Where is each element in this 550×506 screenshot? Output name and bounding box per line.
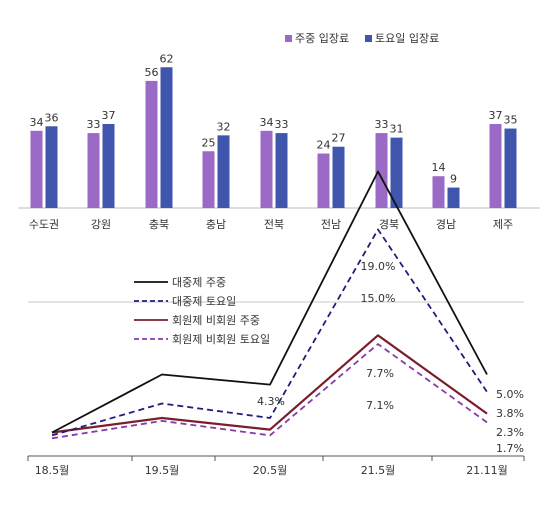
line-data-label: 4.3% <box>257 395 285 408</box>
legend-swatch-saturday <box>365 35 372 42</box>
bar-value-label: 25 <box>202 136 216 149</box>
bar-category-label: 전남 <box>321 218 341 231</box>
bar-weekday-8 <box>489 124 502 208</box>
line-series-3 <box>51 343 488 440</box>
bar-category-label: 충북 <box>149 218 169 231</box>
bar-weekday-1 <box>87 133 100 208</box>
bar-value-label: 56 <box>145 66 159 79</box>
bar-legend: 주중 입장료 토요일 입장료 <box>285 31 439 45</box>
legend-label-3: 회원제 비회원 토요일 <box>172 332 270 346</box>
bar-value-label: 33 <box>375 118 389 131</box>
bar-saturday-5 <box>332 146 345 208</box>
legend-label-saturday: 토요일 입장료 <box>375 31 439 45</box>
line-series-1 <box>51 228 488 437</box>
bar-value-label: 32 <box>217 120 231 133</box>
bar-saturday-8 <box>504 128 517 208</box>
line-series-2 <box>51 334 488 434</box>
line-x-label: 18.5월 <box>35 464 70 477</box>
bar-weekday-7 <box>432 176 445 208</box>
bar-saturday-6 <box>390 137 403 208</box>
bar-saturday-4 <box>275 133 288 208</box>
line-data-label: 5.0% <box>496 388 524 401</box>
bar-value-label: 27 <box>332 132 346 145</box>
bar-value-label: 24 <box>317 139 331 152</box>
bar-saturday-3 <box>217 135 230 208</box>
legend-swatch-weekday <box>285 35 292 42</box>
bar-weekday-3 <box>202 151 215 208</box>
legend-label-weekday: 주중 입장료 <box>295 32 349 45</box>
line-x-label: 21.11월 <box>466 464 508 477</box>
line-data-label: 3.8% <box>496 407 524 420</box>
bar-value-label: 37 <box>102 109 116 122</box>
bar-value-label: 34 <box>30 116 44 129</box>
bar-category-label: 경남 <box>436 218 456 231</box>
bar-value-label: 9 <box>450 173 457 186</box>
bar-saturday-2 <box>160 67 173 208</box>
legend-label-0: 대중제 주중 <box>172 276 226 289</box>
line-series-0 <box>51 170 488 434</box>
bar-category-label: 경북 <box>379 218 399 231</box>
line-data-label: 19.0% <box>361 260 396 273</box>
bar-weekday-2 <box>145 80 158 208</box>
line-x-label: 19.5월 <box>145 464 180 477</box>
bar-value-label: 33 <box>275 118 289 131</box>
bar-weekday-6 <box>375 133 388 208</box>
legend-label-1: 대중제 토요일 <box>172 294 236 308</box>
line-chart: 18.5월 19.5월 20.5월 21.5월 21.11월 4.3% 19.0% 15.0%… <box>27 170 525 477</box>
bar-weekday-4 <box>260 130 273 208</box>
bar-category-label: 강원 <box>91 218 111 231</box>
line-x-label: 20.5월 <box>253 464 288 477</box>
bar-value-label: 36 <box>45 111 59 124</box>
line-data-label: 2.3% <box>496 426 524 439</box>
line-data-label: 15.0% <box>361 292 396 305</box>
bar-category-label: 수도권 <box>29 218 59 231</box>
bar-category-label: 전북 <box>264 218 284 231</box>
bar-value-label: 14 <box>432 161 446 174</box>
legend-label-2: 회원제 비회원 주중 <box>172 314 260 327</box>
bar-saturday-1 <box>102 124 115 208</box>
bar-value-label: 62 <box>160 52 174 65</box>
bar-weekday-5 <box>317 153 330 208</box>
bar-category-label: 제주 <box>493 218 513 231</box>
bar-category-label: 충남 <box>206 218 226 231</box>
line-x-label: 21.5월 <box>361 464 396 477</box>
bar-value-label: 34 <box>260 116 274 129</box>
line-data-label: 7.1% <box>366 399 394 412</box>
line-data-label: 7.7% <box>366 367 394 380</box>
bar-weekday-0 <box>30 130 43 208</box>
bar-saturday-7 <box>447 187 460 208</box>
line-data-label: 1.7% <box>496 442 524 455</box>
bar-saturday-0 <box>45 126 58 208</box>
bar-value-label: 31 <box>390 123 404 136</box>
bar-value-label: 35 <box>504 114 518 127</box>
bar-value-label: 37 <box>489 109 503 122</box>
bar-value-label: 33 <box>87 118 101 131</box>
